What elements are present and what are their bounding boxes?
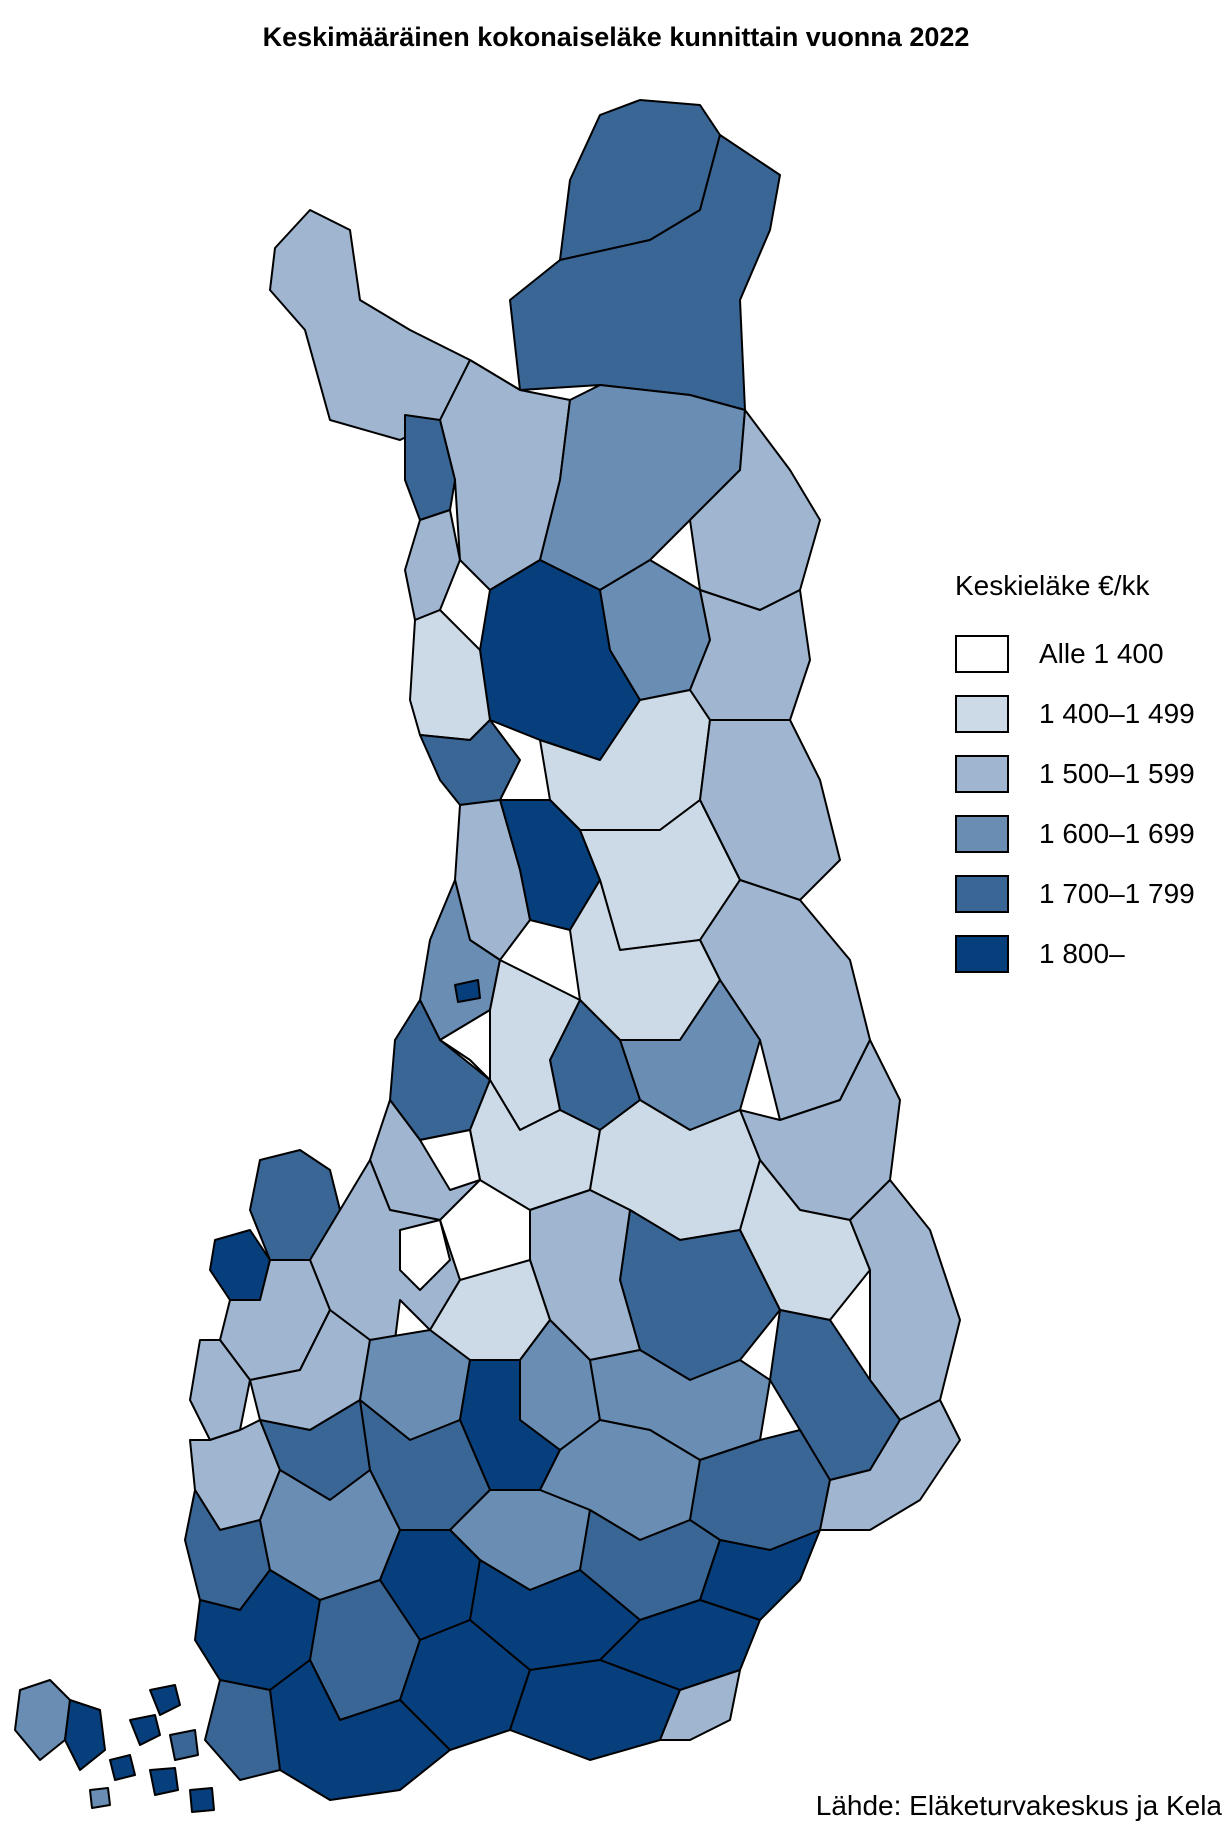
region-island-2: [129, 1714, 161, 1746]
legend-label: 1 800–: [1039, 938, 1125, 969]
legend-item: 1 600–1 699: [955, 804, 1195, 864]
region-island-1: [149, 1684, 181, 1716]
region-island-6: [89, 1787, 111, 1809]
region-raasepori: [269, 1659, 451, 1801]
legend-label: 1 400–1 499: [1039, 698, 1195, 729]
legend-swatch: [955, 695, 1009, 733]
region-aland-east: [64, 1699, 106, 1771]
legend: Keskieläke €/kk Alle 1 400 1 400–1 499 1…: [955, 570, 1195, 984]
region-kitee: [819, 1399, 961, 1531]
region-tornio-west: [409, 609, 491, 741]
legend-label: 1 500–1 599: [1039, 758, 1195, 789]
region-island-4: [109, 1754, 136, 1781]
region-kaustinen: [419, 1129, 481, 1191]
region-hanko: [204, 1679, 281, 1781]
region-aland: [14, 1679, 71, 1761]
source-note: Lähde: Eläketurvakeskus ja Kela: [815, 1790, 1222, 1821]
legend-item: 1 500–1 599: [955, 744, 1195, 804]
region-island-5: [149, 1767, 179, 1796]
legend-item: Alle 1 400: [955, 624, 1195, 684]
region-kotka: [659, 1669, 741, 1741]
legend-item: 1 800–: [955, 924, 1195, 984]
legend-title: Keskieläke €/kk: [955, 570, 1150, 601]
legend-label: 1 700–1 799: [1039, 878, 1195, 909]
region-vaasa: [209, 1229, 271, 1301]
region-pello: [404, 509, 461, 621]
region-alajarvi: [399, 1219, 451, 1291]
legend-swatch: [955, 635, 1009, 673]
region-island-7: [189, 1787, 215, 1813]
region-tervola: [419, 719, 521, 806]
legend-label: 1 600–1 699: [1039, 818, 1195, 849]
region-island-8: [454, 979, 481, 1003]
legend-item: 1 400–1 499: [955, 684, 1195, 744]
legend-swatch: [955, 935, 1009, 973]
region-salla: [689, 589, 811, 721]
legend-item: 1 700–1 799: [955, 864, 1195, 924]
map-title: Keskimääräinen kokonaiseläke kunnittain …: [262, 22, 970, 52]
legend-swatch: [955, 755, 1009, 793]
legend-swatch: [955, 815, 1009, 853]
legend-swatch: [955, 875, 1009, 913]
legend-label: Alle 1 400: [1039, 638, 1164, 669]
region-island-3: [169, 1729, 199, 1761]
